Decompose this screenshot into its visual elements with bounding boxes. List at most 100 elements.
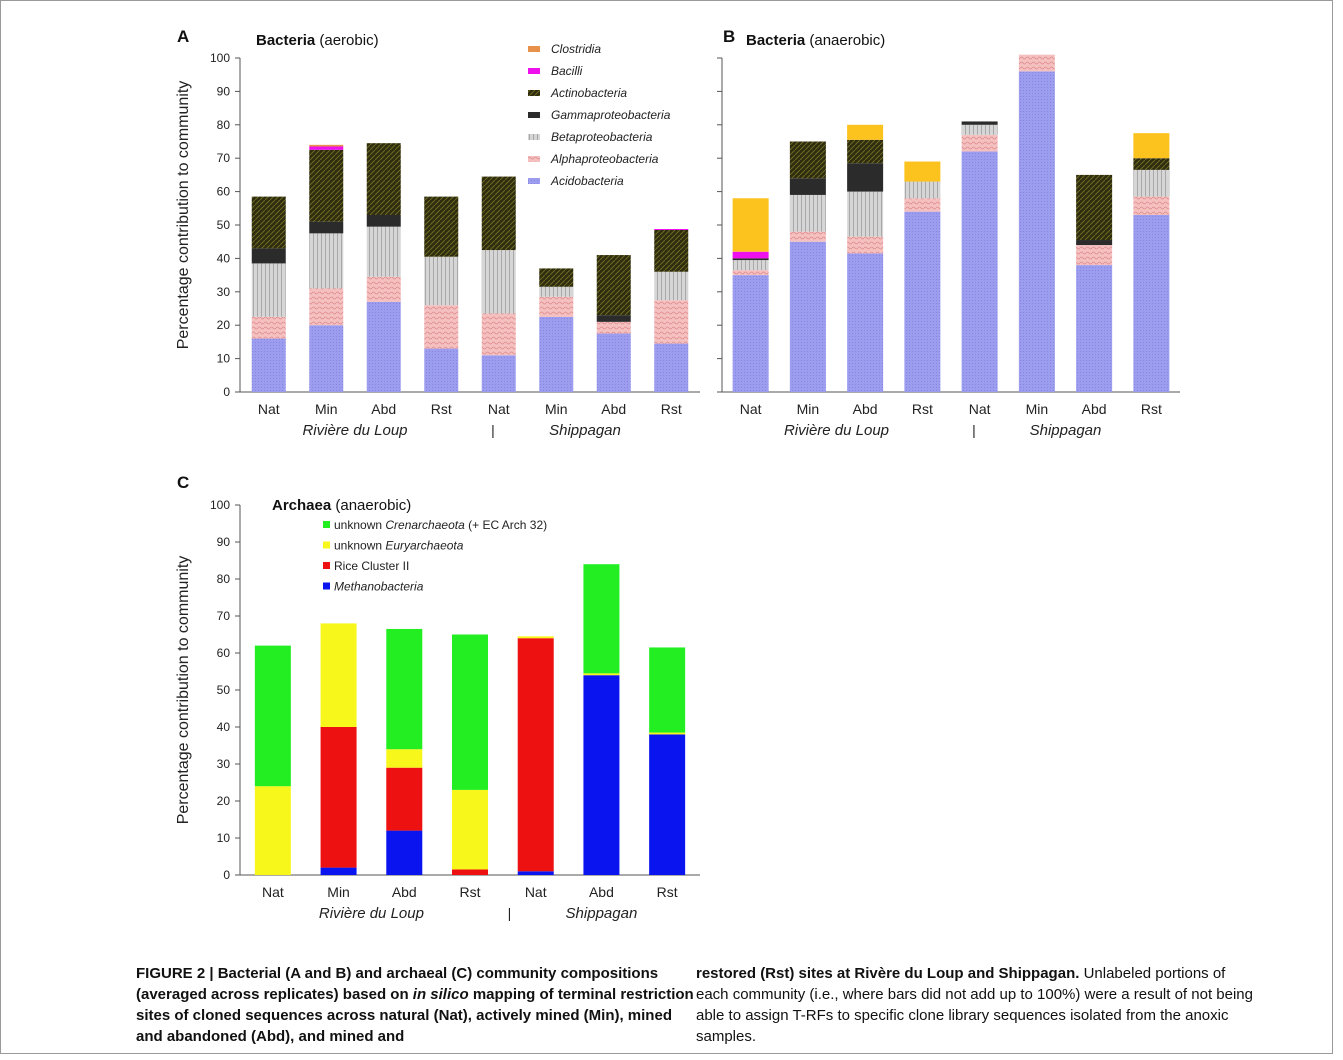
legend-ab-label: Betaproteobacteria — [551, 130, 653, 144]
caption-note: Unlabeled portions of each community (i.… — [696, 965, 1253, 1045]
panel-a-bar-acidobacteria-6 — [539, 316, 574, 392]
panel-c-bar-unknown-crenarchaeota-ec-arch-32-1 — [254, 645, 291, 787]
panel-c-bar-rice-cluster-ii-3 — [386, 767, 423, 831]
panel-c-ytick-label: 70 — [217, 609, 231, 623]
panel-a-bar-acidobacteria-1 — [251, 338, 286, 392]
caption-italic-term: in silico — [412, 986, 469, 1003]
panel-b-bar-unlabeled-orange-4 — [904, 161, 941, 182]
panel-b-bar-actinobacteria-8 — [1133, 158, 1170, 170]
panel-b-bar-unlabeled-orange-8 — [1133, 133, 1170, 159]
panel-a-bar-actinobacteria-6 — [539, 268, 574, 287]
panel-b-bar-gammaproteobacteria-3 — [847, 163, 884, 192]
caption-column-1: FIGURE 2 | Bacterial (A and B) and archa… — [136, 963, 696, 1047]
panel-a-bar-acidobacteria-8 — [654, 343, 689, 392]
panel-c-bar-rice-cluster-ii-5 — [517, 638, 554, 872]
panel-a-ytick-label: 80 — [217, 118, 231, 132]
panel-b-bar-acidobacteria-2 — [789, 241, 826, 392]
panel-a-ytick-label: 30 — [217, 285, 231, 299]
panel-a-group-label-2: Shippagan — [549, 422, 621, 439]
panel-a-xtick-label: Rst — [431, 401, 452, 417]
panel-a-legend: Clostridia Bacilli Actinobacteria Gammaprot… — [528, 42, 671, 188]
legend-ab-label: Bacilli — [551, 64, 583, 78]
panel-a-bar-actinobacteria-1 — [251, 196, 286, 249]
panel-a-bar-alphaproteobacteria-1 — [251, 316, 286, 339]
panel-b-bar-betaproteobacteria-1 — [732, 260, 769, 271]
panel-c-bar-unknown-crenarchaeota-ec-arch-32-7 — [649, 647, 686, 733]
panel-c: C Archaea (anaerobic) Percentage contrib… — [175, 473, 700, 922]
panel-a-ytick-label: 40 — [217, 251, 231, 265]
panel-c-letter: C — [177, 473, 189, 492]
panel-b-bar-acidobacteria-3 — [847, 253, 884, 392]
legend-c-label: unknown Euryarchaeota — [334, 539, 464, 553]
panel-c-xtick-label: Rst — [657, 884, 678, 900]
panel-c-ytick-label: 60 — [217, 646, 231, 660]
panel-c-group-separator: | — [508, 905, 512, 921]
panel-a-bar-gammaproteobacteria-3 — [366, 214, 401, 227]
panel-a-xtick-label: Abd — [601, 401, 626, 417]
legend-c-swatch-icon — [323, 582, 330, 590]
panel-b-xtick-label: Nat — [969, 401, 991, 417]
panel-b-bar-acidobacteria-4 — [904, 211, 941, 392]
panel-b-bar-betaproteobacteria-4 — [904, 181, 941, 199]
panel-a-bar-actinobacteria-2 — [309, 149, 344, 222]
panel-b-xtick-label: Min — [1026, 401, 1049, 417]
panel-a-letter: A — [177, 27, 189, 46]
panel-c-bar-unknown-euryarchaeota-6 — [583, 673, 620, 676]
panel-c-ytick-label: 20 — [217, 794, 231, 808]
legend-ab-label: Actinobacteria — [550, 86, 627, 100]
panel-b-bar-alphaproteobacteria-1 — [732, 270, 769, 276]
panel-b-bar-actinobacteria-3 — [847, 139, 884, 164]
panel-a-bar-acidobacteria-3 — [366, 301, 401, 392]
panel-a-bar-betaproteobacteria-4 — [424, 256, 459, 306]
panel-b-bar-alphaproteobacteria-3 — [847, 236, 884, 254]
panel-c-bar-unknown-euryarchaeota-3 — [386, 749, 423, 768]
panel-a-bar-betaproteobacteria-8 — [654, 271, 689, 301]
panel-a-ytick-label: 50 — [217, 218, 231, 232]
legend-c-label: Methanobacteria — [334, 580, 424, 594]
legend-c-swatch-icon — [323, 521, 330, 528]
panel-b: B Bacteria (anaerobic) Nat Min Abd Rst Nat Mi… — [717, 27, 1180, 439]
figure-charts: A Bacteria (aerobic) Percentage contribu… — [175, 27, 1180, 922]
panel-c-bar-unknown-euryarchaeota-5 — [517, 636, 554, 639]
panel-a-ytick-label: 70 — [217, 151, 231, 165]
panel-b-xtick-label: Abd — [1082, 401, 1107, 417]
panel-a-bar-betaproteobacteria-2 — [309, 233, 344, 289]
caption-bold-continuation: restored (Rst) sites at Rivère du Loup a… — [696, 965, 1080, 982]
panel-a-ytick-label: 10 — [217, 352, 231, 366]
panel-b-bar-betaproteobacteria-3 — [847, 191, 884, 237]
panel-a-ytick-label: 90 — [217, 84, 231, 98]
panel-a-xtick-label: Nat — [258, 401, 280, 417]
panel-a-ytick-label: 100 — [210, 51, 230, 65]
panel-b-bar-alphaproteobacteria-5 — [961, 134, 998, 152]
panel-a-bar-actinobacteria-3 — [366, 143, 401, 215]
panel-b-bar-acidobacteria-6 — [1018, 71, 1055, 393]
panel-c-bar-rice-cluster-ii-2 — [320, 727, 357, 868]
panel-c-plot: 0 10 20 30 40 50 60 70 80 90 100 Nat Min Abd Rst Nat Abd… — [210, 498, 700, 922]
panel-b-bar-betaproteobacteria-8 — [1133, 169, 1170, 197]
panel-a-bar-acidobacteria-4 — [424, 348, 459, 392]
panel-b-xtick-label: Nat — [740, 401, 762, 417]
panel-c-xtick-label: Nat — [262, 884, 284, 900]
panel-a-group-separator: | — [491, 422, 495, 438]
legend-ab-label: Clostridia — [551, 42, 601, 56]
panel-c-bar-unknown-crenarchaeota-ec-arch-32-3 — [386, 628, 423, 750]
panel-a-plot: 0 10 20 30 40 50 60 70 80 90 100 Nat Min Abd Rst Nat Min… — [210, 51, 700, 439]
panel-c-ytick-label: 10 — [217, 831, 231, 845]
panel-c-xtick-label: Abd — [392, 884, 417, 900]
panel-c-xtick-label: Nat — [525, 884, 547, 900]
lavender-swatch-icon — [528, 178, 540, 184]
panel-b-group-separator: | — [972, 422, 976, 438]
panel-b-bar-acidobacteria-8 — [1133, 214, 1170, 392]
panel-b-bar-betaproteobacteria-5 — [961, 124, 998, 135]
panel-b-bar-alphaproteobacteria-8 — [1133, 196, 1170, 215]
panel-a-group-label-1: Rivière du Loup — [302, 422, 407, 439]
panel-a-ytick-label: 0 — [223, 385, 230, 399]
panel-b-bar-unlabeled-orange-3 — [847, 124, 884, 140]
black-swatch-icon — [528, 112, 540, 118]
panel-c-legend: unknown Crenarchaeota (+ EC Arch 32) unkn… — [323, 518, 547, 594]
olive-hatch-swatch-icon — [528, 90, 540, 96]
panel-a-bar-acidobacteria-7 — [596, 333, 631, 392]
panel-b-letter: B — [723, 27, 735, 46]
panel-a-bar-alphaproteobacteria-8 — [654, 300, 689, 344]
